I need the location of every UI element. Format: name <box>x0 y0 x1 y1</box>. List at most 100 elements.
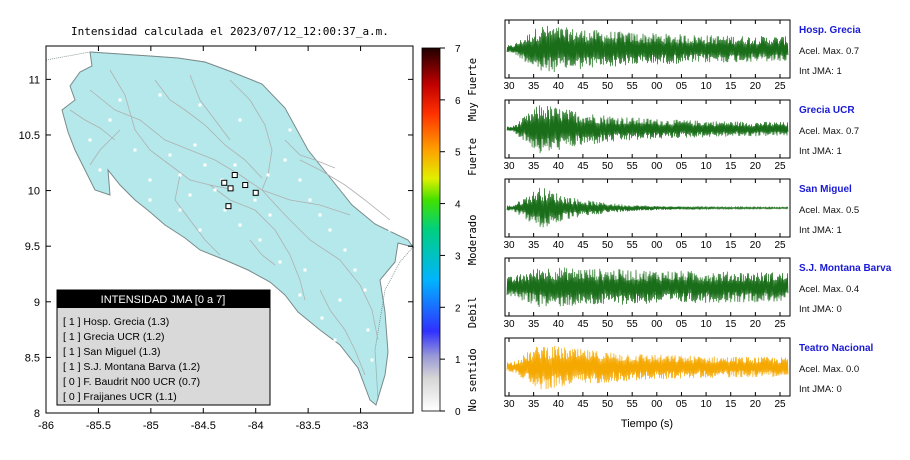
city-dot <box>298 178 302 182</box>
city-dot <box>98 168 102 172</box>
map-ytick-label: 9 <box>34 297 40 309</box>
waveform-tick-label: 50 <box>602 161 614 172</box>
city-dot <box>88 138 92 142</box>
waveform-tick-label: 45 <box>577 81 589 92</box>
waveform-tick-label: 40 <box>553 399 565 410</box>
station-jma: Int JMA: 0 <box>799 384 842 395</box>
waveform-tick-label: 55 <box>627 399 639 410</box>
waveform-tick-label: 25 <box>774 240 786 251</box>
station-name: San Miguel <box>799 184 852 195</box>
city-dot <box>203 163 207 167</box>
station-marker <box>225 203 232 210</box>
waveform-tick-label: 35 <box>528 161 540 172</box>
station-jma: Int JMA: 1 <box>799 66 842 77</box>
station-jma: Int JMA: 1 <box>799 225 842 236</box>
station-name: Hosp. Grecia <box>799 25 861 36</box>
legend-item: [ 1 ] Grecia UCR (1.2) <box>63 331 165 343</box>
map-ytick-label: 10.5 <box>19 130 40 142</box>
waveform-tick-label: 40 <box>553 161 565 172</box>
city-dot <box>178 208 182 212</box>
city-dot <box>348 173 352 177</box>
waveform-tick-label: 05 <box>676 161 688 172</box>
station-jma: Int JMA: 1 <box>799 146 842 157</box>
map-xtick-label: -85.5 <box>86 420 111 432</box>
city-dot <box>258 238 262 242</box>
legend-item: [ 0 ] Fraijanes UCR (1.1) <box>63 391 177 403</box>
waveform-tick-label: 55 <box>627 319 639 330</box>
waveform-tick-label: 10 <box>701 81 713 92</box>
legend-item: [ 0 ] F. Baudrit N00 UCR (0.7) <box>63 376 200 388</box>
waveform-tick-label: 35 <box>528 81 540 92</box>
map-ytick-label: 8.5 <box>25 352 40 364</box>
city-dot <box>288 128 292 132</box>
legend-title: INTENSIDAD JMA [0 a 7] <box>101 294 226 306</box>
waveform-tick-label: 05 <box>676 240 688 251</box>
city-dot <box>353 268 357 272</box>
waveform-xlabel: Tiempo (s) <box>621 418 673 430</box>
station-name: Grecia UCR <box>799 105 855 116</box>
waveform-tick-label: 25 <box>774 161 786 172</box>
waveform-tick-label: 20 <box>750 161 762 172</box>
waveform-tick-label: 00 <box>651 81 663 92</box>
city-dot <box>363 288 367 292</box>
waveform-tick-label: 40 <box>553 81 565 92</box>
waveform-tick-label: 30 <box>503 399 515 410</box>
waveform-panel: 30 35 40 45 50 55 00 05 10 15 20 25 Hosp. Grecia Acel… <box>503 19 861 92</box>
waveform-tick-label: 45 <box>577 319 589 330</box>
colorbar-category: Muy Fuerte <box>467 58 479 121</box>
land-costa-rica <box>61 51 415 406</box>
city-dot <box>328 228 332 232</box>
city-dot <box>268 213 272 217</box>
waveform-tick-label: 00 <box>651 319 663 330</box>
waveform-tick-label: 10 <box>701 161 713 172</box>
waveform-panel: 30 35 40 45 50 55 00 05 10 15 20 25 Grecia UCR Acel. … <box>503 99 859 172</box>
city-dot <box>148 178 152 182</box>
border-north <box>45 51 233 73</box>
waveform-tick-label: 35 <box>528 240 540 251</box>
waveform-tick-label: 10 <box>701 240 713 251</box>
station-jma: Int JMA: 0 <box>799 304 842 315</box>
map-xtick-label: -86 <box>38 420 54 432</box>
city-dot <box>333 338 337 342</box>
waveform-tick-label: 35 <box>528 319 540 330</box>
waveform-tick-label: 30 <box>503 240 515 251</box>
waveform-trace <box>506 345 789 390</box>
city-dot <box>278 260 282 264</box>
city-markers <box>88 93 392 392</box>
waveform-tick-label: 15 <box>725 81 737 92</box>
waveform-tick-label: 15 <box>725 240 737 251</box>
station-accel: Acel. Max. 0.7 <box>799 126 859 137</box>
station-name: S.J. Montana Barva <box>799 263 892 274</box>
waveform-tick-label: 00 <box>651 161 663 172</box>
waveform-tick-label: 05 <box>676 81 688 92</box>
city-dot <box>318 148 322 152</box>
city-dot <box>343 248 347 252</box>
waveform-tick-label: 20 <box>750 81 762 92</box>
waveform-tick-label: 15 <box>725 319 737 330</box>
waveform-tick-label: 45 <box>577 399 589 410</box>
waveform-tick-label: 20 <box>750 240 762 251</box>
map-frame <box>45 45 414 414</box>
waveform-tick-label: 15 <box>725 161 737 172</box>
city-dot <box>320 316 324 320</box>
map-ytick-label: 9.5 <box>25 241 40 253</box>
waveform-tick-label: 15 <box>725 399 737 410</box>
city-dot <box>370 358 374 362</box>
waveform-tick-label: 50 <box>602 81 614 92</box>
station-marker <box>221 179 228 186</box>
legend-item: [ 1 ] San Miguel (1.3) <box>63 346 160 358</box>
waveform-tick-label: 55 <box>627 240 639 251</box>
colorbar-tick-label: 5 <box>455 148 461 159</box>
legend-item: [ 1 ] Hosp. Grecia (1.3) <box>63 316 169 328</box>
city-dot <box>233 163 237 167</box>
station-marker <box>231 172 238 179</box>
waveform-tick-label: 30 <box>503 319 515 330</box>
waveform-panel: 30 35 40 45 50 55 00 05 10 15 20 25 Teatro Nacional A… <box>503 337 873 410</box>
map-axis-ticks: -86 -85.5 -85 -84.5 -84 -83.5 -83 8 8.5 9 9.5 10 10.… <box>19 46 413 432</box>
map-xtick-label: -83.5 <box>296 420 321 432</box>
legend-item: [ 1 ] S.J. Montana Barva (1.2) <box>63 361 200 373</box>
border-south <box>374 246 414 401</box>
waveform-panel: 30 35 40 45 50 55 00 05 10 15 20 25 S.J. Montana Bar… <box>503 257 892 330</box>
city-dot <box>108 118 112 122</box>
